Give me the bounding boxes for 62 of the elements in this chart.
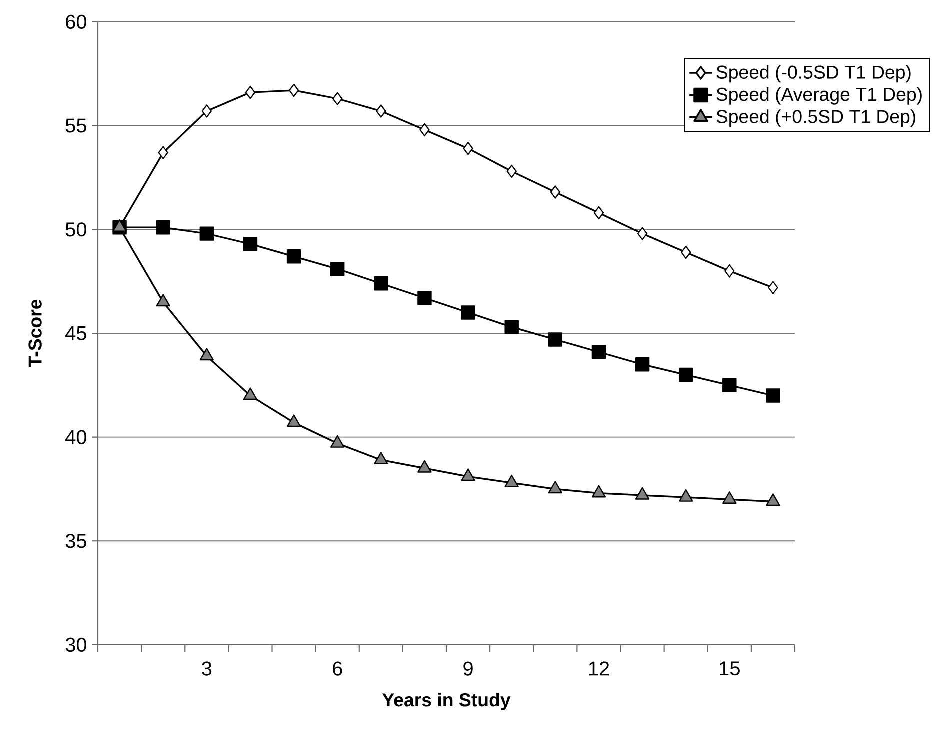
y-tick-label: 60 [66, 14, 86, 30]
point [678, 368, 694, 382]
point [637, 227, 648, 240]
point [332, 92, 343, 106]
legend-label: Speed (Average T1 Dep) [716, 87, 922, 105]
point [374, 452, 388, 465]
legend-label: Speed (+0.5SD T1 Dep) [716, 110, 916, 128]
point [461, 468, 476, 482]
point [158, 146, 168, 160]
point [594, 206, 604, 220]
point [286, 414, 302, 428]
y-tick-label: 30 [66, 638, 86, 652]
point [243, 388, 258, 400]
point [156, 220, 170, 235]
point [200, 348, 214, 361]
y-tick-label: 45 [66, 326, 86, 340]
point [548, 481, 562, 494]
point [374, 276, 388, 291]
y-tick-label: 40 [66, 430, 86, 444]
point [202, 104, 212, 118]
point [592, 485, 606, 498]
point [418, 291, 432, 306]
point [635, 358, 650, 372]
x-axis-title: Years in Study [382, 693, 511, 710]
y-tick-label: 55 [66, 118, 86, 133]
point [550, 186, 561, 199]
point [506, 164, 517, 178]
point [288, 84, 300, 98]
point [635, 487, 650, 500]
point [330, 262, 345, 276]
point [766, 494, 780, 506]
point [463, 142, 474, 156]
point [330, 435, 345, 448]
y-tick-label: 50 [66, 222, 86, 237]
point [766, 388, 780, 403]
point [680, 246, 692, 260]
point [420, 123, 430, 137]
point [679, 489, 694, 502]
point [376, 104, 386, 118]
point [724, 264, 735, 278]
point [504, 474, 519, 488]
point [548, 332, 563, 347]
point [722, 492, 737, 504]
point [200, 226, 214, 241]
y-tick-label: 35 [66, 534, 86, 548]
point [722, 378, 737, 393]
x-tick-label: 6 [333, 662, 342, 676]
y-axis-title: T-Score [28, 300, 42, 368]
point [768, 281, 778, 294]
x-tick-label: 12 [589, 662, 610, 676]
point [461, 306, 476, 320]
point [286, 250, 302, 264]
x-tick-label: 3 [202, 662, 212, 676]
legend-label: Speed (-0.5SD T1 Dep) [716, 65, 911, 83]
point [243, 237, 258, 252]
point [245, 86, 256, 100]
x-tick-label: 15 [720, 662, 740, 676]
point [504, 320, 519, 334]
point [156, 294, 170, 307]
point [592, 345, 606, 360]
x-tick-label: 9 [464, 662, 473, 676]
point [418, 460, 432, 473]
